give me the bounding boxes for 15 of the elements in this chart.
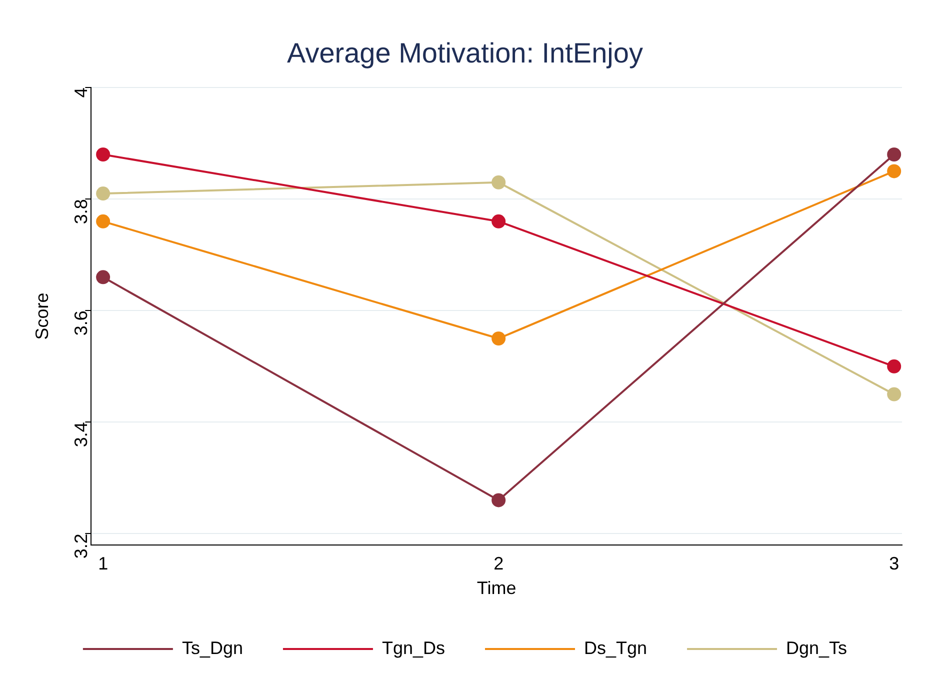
y-tick-label: 3.6 bbox=[71, 310, 92, 336]
chart-title: Average Motivation: IntEnjoy bbox=[287, 38, 643, 69]
legend-label: Tgn_Ds bbox=[382, 638, 446, 658]
legend-label: Ts_Dgn bbox=[182, 638, 243, 658]
x-tick-label: 1 bbox=[98, 554, 108, 574]
x-tick-label: 2 bbox=[494, 554, 504, 574]
y-tick-label: 3.2 bbox=[71, 534, 92, 559]
x-tick-label: 3 bbox=[889, 554, 900, 574]
y-axis-title: Score bbox=[32, 292, 52, 340]
legend-label: Ds_Tgn bbox=[584, 638, 648, 658]
legend-label: Dgn_Ts bbox=[786, 638, 848, 658]
y-tick-label: 3.4 bbox=[71, 422, 92, 448]
y-tick-label: 4 bbox=[71, 88, 92, 98]
y-tick-label: 3.8 bbox=[71, 199, 92, 224]
x-axis-title: Time bbox=[476, 578, 516, 598]
